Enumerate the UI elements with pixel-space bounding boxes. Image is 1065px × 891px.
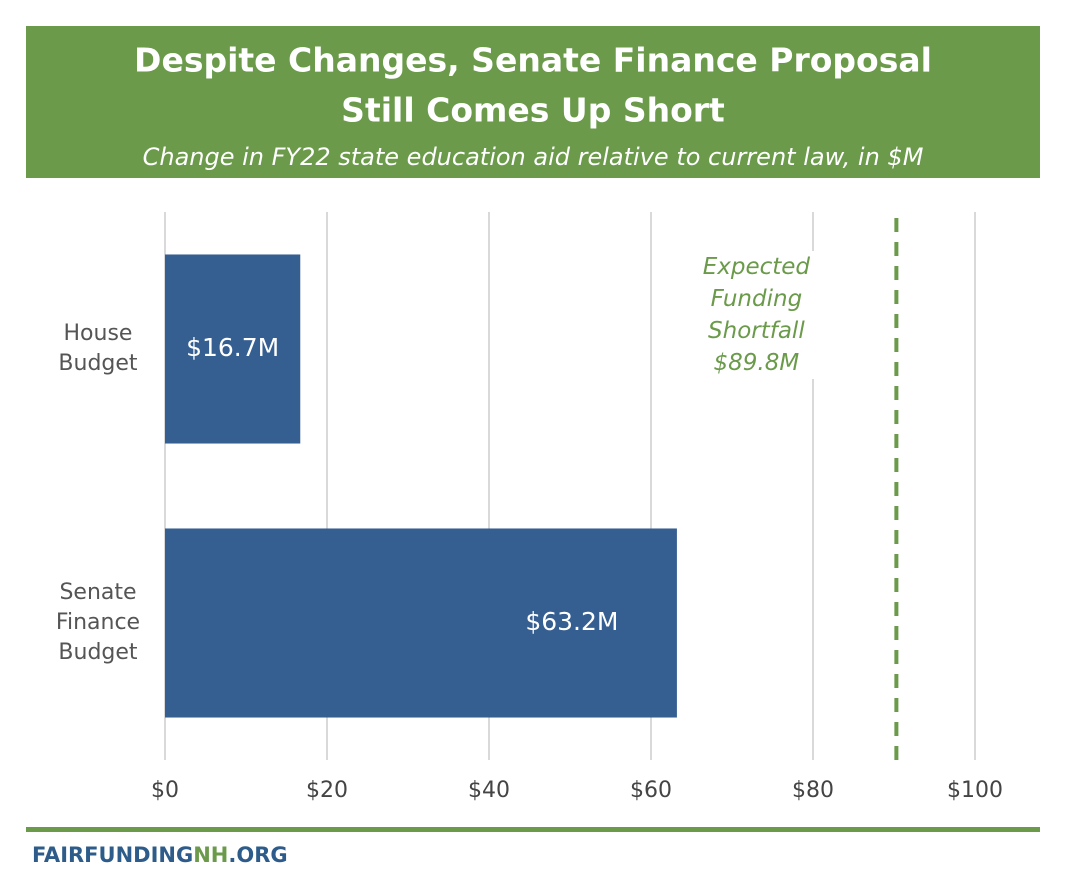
source-part: FAIRFUNDING [32,843,194,867]
x-tick-label: $60 [630,778,672,803]
x-tick-label: $80 [792,778,834,803]
x-tick-label: $0 [151,778,179,803]
title-box [26,26,1040,178]
chart-title: Despite Changes, Senate Finance Proposal [134,41,932,80]
x-tick-label: $100 [947,778,1003,803]
bar [165,528,677,718]
value-label: $63.2M [525,607,618,636]
source-part: NH [193,843,229,867]
chart-subtitle: Change in FY22 state education aid relat… [143,143,924,171]
value-label: $16.7M [186,333,279,362]
bar [165,254,301,444]
chart-title: Still Comes Up Short [341,91,725,130]
source-part: .ORG [228,843,288,867]
annotation: Expected Funding Shortfall $89.8M [676,251,837,379]
x-tick-label: $20 [306,778,348,803]
y-tick-label: Senate Finance Budget [55,580,141,665]
source: FAIRFUNDINGNH.ORG [32,843,288,867]
footer-rule [26,827,1040,832]
x-tick-label: $40 [468,778,510,803]
y-tick-label: House Budget [58,321,138,376]
